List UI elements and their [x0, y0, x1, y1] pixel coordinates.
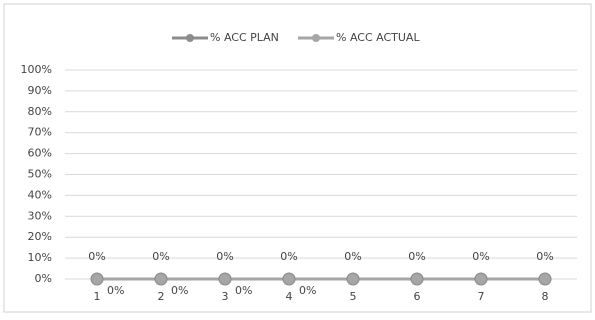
y-tick-label: 90%	[28, 84, 52, 97]
x-tick-label: 7	[478, 290, 485, 303]
x-tick-label: 4	[286, 290, 293, 303]
data-point	[282, 272, 296, 286]
legend-label: % ACC PLAN	[210, 31, 279, 44]
data-point	[474, 272, 488, 286]
legend-swatch-marker	[312, 34, 320, 42]
y-tick-label: 20%	[28, 230, 52, 243]
data-label: 0%	[299, 284, 316, 297]
data-point	[538, 272, 552, 286]
data-label: 0%	[280, 250, 297, 263]
y-tick-label: 100%	[21, 63, 52, 76]
chart-border	[3, 3, 592, 313]
data-label: 0%	[472, 250, 489, 263]
y-tick-label: 10%	[28, 251, 52, 264]
data-label: 0%	[344, 250, 361, 263]
data-point	[90, 272, 104, 286]
y-tick-label: 30%	[28, 209, 52, 222]
x-tick-label: 3	[222, 290, 229, 303]
data-label: 0%	[171, 284, 188, 297]
y-tick-label: 40%	[28, 188, 52, 201]
y-tick-label: 50%	[28, 168, 52, 181]
data-label: 0%	[408, 250, 425, 263]
data-label: 0%	[152, 250, 169, 263]
data-point	[218, 272, 232, 286]
data-label: 0%	[88, 250, 105, 263]
data-point	[410, 272, 424, 286]
x-tick-label: 8	[542, 290, 549, 303]
x-tick-label: 5	[350, 290, 357, 303]
y-tick-label: 80%	[28, 105, 52, 118]
data-point	[346, 272, 360, 286]
legend-swatch-marker	[186, 34, 194, 42]
data-label: 0%	[216, 250, 233, 263]
data-label: 0%	[107, 284, 124, 297]
y-tick-label: 70%	[28, 126, 52, 139]
y-tick-label: 60%	[28, 147, 52, 160]
y-tick-label: 0%	[35, 272, 52, 285]
x-tick-label: 1	[94, 290, 101, 303]
data-point	[154, 272, 168, 286]
data-label: 0%	[235, 284, 252, 297]
x-tick-label: 6	[414, 290, 421, 303]
x-tick-label: 2	[158, 290, 165, 303]
legend-label: % ACC ACTUAL	[336, 31, 420, 44]
data-label: 0%	[536, 250, 553, 263]
